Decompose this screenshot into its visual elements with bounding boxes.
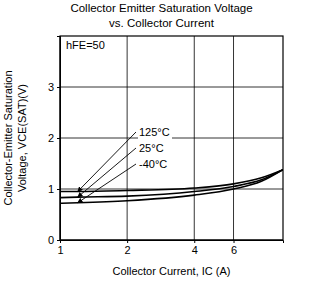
series-labels: 125°C 25°C -40°C — [78, 126, 172, 203]
x-tick-label: 1 — [57, 244, 63, 256]
x-tick-mark — [127, 240, 128, 243]
x-axis-line — [61, 241, 284, 244]
x-tick: 2 — [125, 240, 131, 256]
x-tick-mark — [234, 240, 235, 243]
y-tick-mark — [57, 138, 60, 139]
y-tick: 3 — [48, 81, 60, 93]
x-tick: 6 — [231, 240, 237, 256]
y-axis-title: Voltage, VCE(SAT)(V) — [16, 84, 28, 192]
x-tick-label: 2 — [125, 244, 131, 256]
y-tick: 0 — [48, 234, 60, 246]
series-label: 25°C — [139, 142, 164, 154]
x-tick-label: 6 — [231, 244, 237, 256]
annotation: hFE=50 — [66, 39, 105, 51]
y-tick: 2 — [48, 132, 60, 144]
label-arrow — [78, 164, 136, 203]
x-axis: 1 2 4 6 — [57, 240, 283, 256]
lines — [60, 170, 283, 204]
x-tick: 1 — [57, 240, 63, 256]
label-background — [138, 126, 172, 139]
y-tick-mark — [57, 87, 60, 88]
y-tick-label: 1 — [48, 183, 54, 195]
y-tick-mark — [57, 240, 60, 241]
y-tick-label: 2 — [48, 132, 54, 144]
subtitle: vs. Collector Current — [109, 17, 215, 29]
x-axis-title: Collector Current, IC (A) — [113, 265, 231, 277]
y-grid-line — [60, 87, 283, 88]
series-label: -40°C — [139, 158, 167, 170]
y-axis: 0 1 2 3 — [48, 37, 61, 247]
x-tick: 4 — [192, 240, 198, 256]
x-tick-mark — [194, 240, 195, 243]
y-tick: 1 — [48, 183, 60, 195]
series-line — [60, 170, 283, 204]
y-tick-label: 0 — [48, 234, 54, 246]
chart: Collector Emitter Saturation Voltage vs. … — [0, 0, 315, 283]
annotation-background — [64, 39, 110, 52]
y-axis-title: Collector-Emitter Saturation — [2, 70, 14, 205]
label-arrow — [78, 132, 136, 192]
y-tick-label: 3 — [48, 81, 54, 93]
grid — [60, 36, 283, 240]
label-arrow — [78, 148, 136, 197]
label-background — [138, 158, 172, 171]
series-label: 125°C — [139, 126, 170, 138]
y-axis-line — [57, 37, 61, 241]
title: Collector Emitter Saturation Voltage — [70, 2, 252, 14]
x-tick-label: 4 — [192, 244, 198, 256]
series-line — [60, 170, 283, 192]
plot-frame — [60, 36, 283, 240]
label-background — [138, 142, 172, 155]
y-tick-mark — [57, 189, 60, 190]
